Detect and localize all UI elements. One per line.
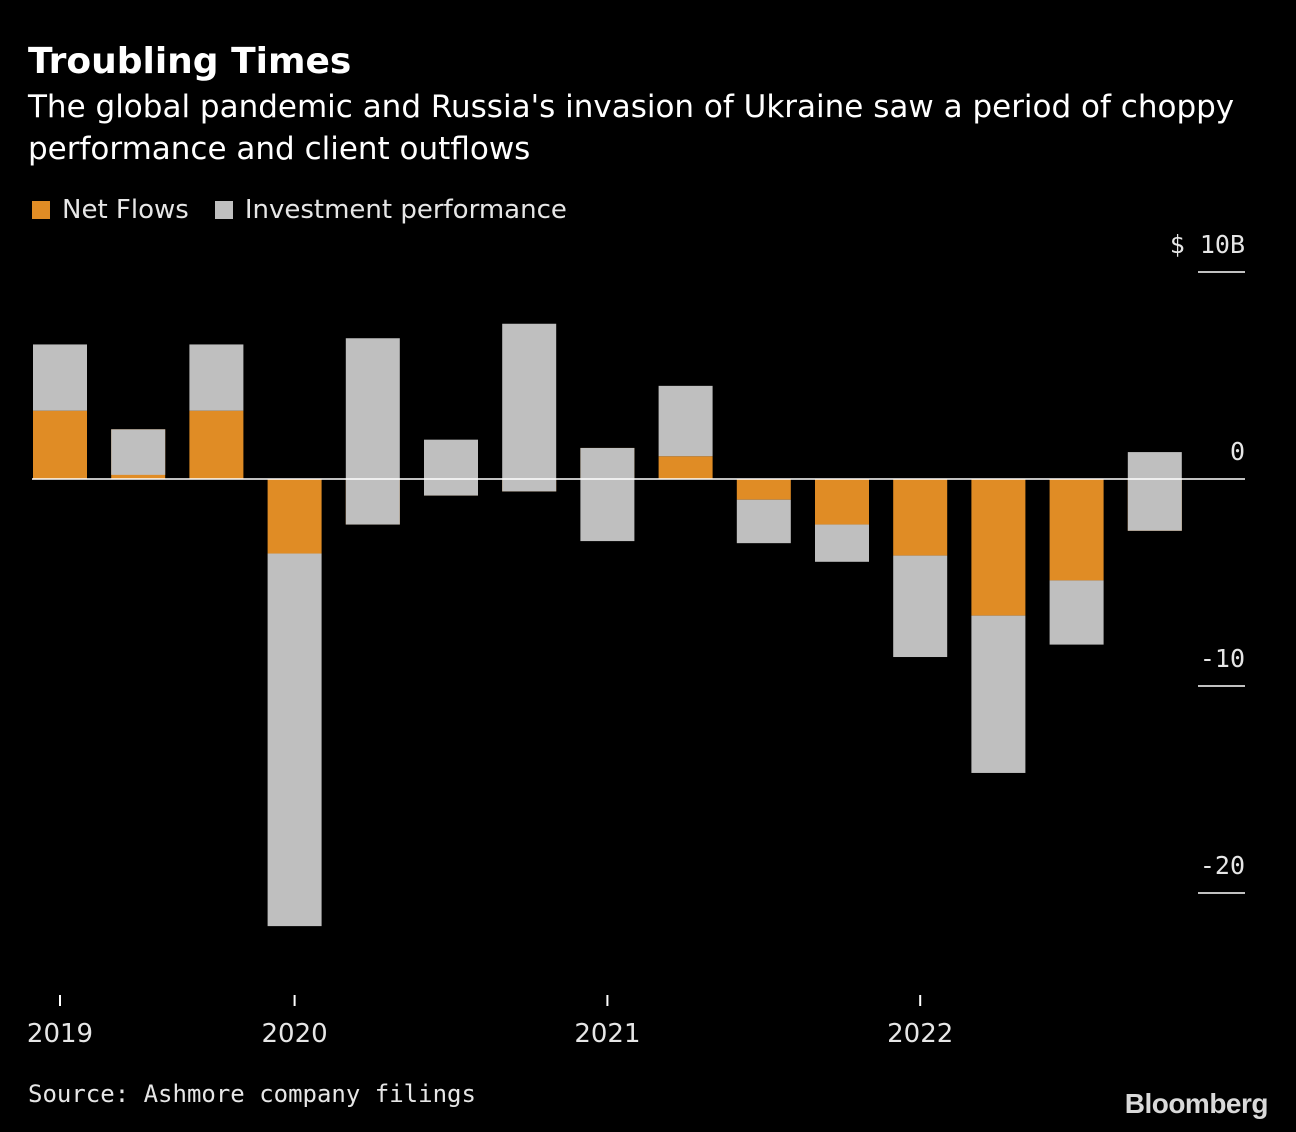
- bar-investment-performance: [971, 615, 1026, 773]
- y-tick-label: 0: [1230, 437, 1245, 466]
- chart-title: Troubling Times: [28, 41, 352, 82]
- bar-investment-performance: [893, 555, 948, 658]
- y-tick-label: $ 10B: [1170, 230, 1245, 259]
- y-tick-label: -10: [1200, 644, 1245, 673]
- bar-net-flows: [658, 456, 713, 479]
- legend-item-investment-performance: Investment performance: [214, 194, 567, 226]
- legend-swatch-net-flows: [32, 201, 50, 219]
- source-note: Source: Ashmore company filings: [28, 1080, 476, 1108]
- bar-investment-performance: [267, 553, 322, 927]
- bar-net-flows: [1049, 479, 1104, 581]
- bar-investment-performance: [345, 338, 400, 525]
- bar-investment-performance: [1049, 580, 1104, 645]
- chart-legend: Net Flows Investment performance: [32, 194, 593, 226]
- bloomberg-logo: Bloomberg: [1124, 1088, 1269, 1119]
- bar-net-flows: [33, 410, 87, 479]
- bar-investment-performance: [33, 344, 87, 411]
- legend-label-investment-performance: Investment performance: [244, 195, 567, 225]
- y-tick-label: -20: [1200, 851, 1245, 880]
- x-tick-label: 2020: [262, 1019, 328, 1049]
- x-tick-label: 2019: [27, 1019, 93, 1049]
- legend-item-net-flows: Net Flows: [32, 194, 189, 226]
- bar-net-flows: [189, 410, 244, 479]
- bar-net-flows: [736, 479, 791, 500]
- bar-investment-performance: [1127, 452, 1182, 531]
- bar-investment-performance: [502, 323, 557, 492]
- bar-investment-performance: [815, 524, 869, 562]
- legend-label-net-flows: Net Flows: [62, 195, 189, 225]
- x-tick-label: 2022: [887, 1019, 953, 1049]
- chart-plot-area: $ 10B 0 -10 -20 2019 2020 2021 2022: [27, 230, 1245, 1049]
- bar-investment-performance: [736, 499, 791, 544]
- bar-net-flows: [815, 479, 869, 525]
- bar-investment-performance: [580, 447, 635, 542]
- bar-net-flows: [893, 479, 948, 556]
- bar-investment-performance: [424, 439, 478, 496]
- chart-subtitle: The global pandemic and Russia's invasio…: [28, 89, 1235, 167]
- bar-net-flows: [971, 479, 1026, 616]
- bar-investment-performance: [658, 385, 713, 457]
- bar-net-flows: [267, 479, 322, 554]
- bar-investment-performance: [189, 344, 244, 411]
- bar-investment-performance: [111, 429, 166, 475]
- legend-swatch-investment-performance: [214, 201, 233, 219]
- x-tick-label: 2021: [574, 1019, 640, 1049]
